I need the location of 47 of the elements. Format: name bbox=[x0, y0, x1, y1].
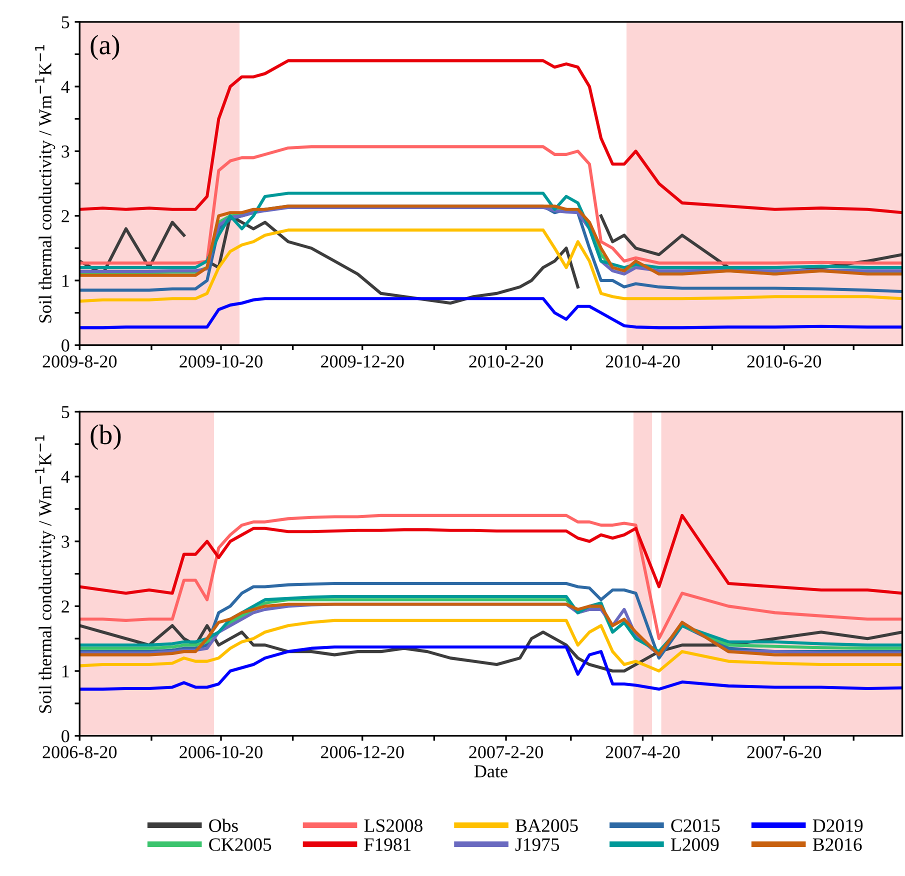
y-axis-title: Soil thermal conductivity / Wm$^{−1}$K$^{−1}$ bbox=[35, 435, 56, 713]
y-tick-label: 0 bbox=[62, 730, 70, 742]
legend-label: BA2005 bbox=[516, 819, 578, 832]
legend-label: Obs bbox=[209, 818, 238, 832]
legend-label: L2009 bbox=[670, 838, 719, 851]
legend-label: C2015 bbox=[671, 819, 720, 832]
x-tick-label: 2006-10-20 bbox=[180, 746, 262, 758]
y-tick-label: 1 bbox=[62, 665, 69, 678]
x-tick-label: 2010-4-20 bbox=[606, 355, 680, 368]
x-tick-label: 2010-6-20 bbox=[747, 355, 822, 368]
x-tick-label: 2009-8-20 bbox=[42, 355, 117, 368]
line-series bbox=[80, 192, 902, 270]
legend-label: J1975 bbox=[515, 838, 560, 851]
x-tick-label: 2006-8-20 bbox=[42, 746, 117, 758]
line-series bbox=[80, 228, 902, 303]
legend-label: F1981 bbox=[364, 838, 411, 851]
line-series bbox=[80, 514, 902, 595]
line-series bbox=[80, 646, 902, 691]
y-tick-label: 0 bbox=[62, 339, 70, 352]
y-tick-label: 5 bbox=[62, 406, 70, 418]
x-tick-label: 2010-2-20 bbox=[469, 355, 543, 368]
y-tick-label: 4 bbox=[61, 470, 70, 483]
x-tick-label: 2006-12-20 bbox=[321, 746, 404, 758]
x-tick-label: 2007-4-20 bbox=[606, 746, 680, 758]
x-tick-label: 2007-6-20 bbox=[747, 746, 822, 758]
legend-label: B2016 bbox=[812, 838, 862, 851]
legend-label: LS2008 bbox=[364, 819, 422, 832]
x-tick-label: 2009-12-20 bbox=[321, 355, 404, 368]
y-tick-label: 3 bbox=[62, 536, 70, 548]
y-tick-label: 2 bbox=[62, 210, 69, 222]
line-series bbox=[80, 145, 902, 265]
y-tick-label: 5 bbox=[62, 16, 70, 28]
legend-label: D2019 bbox=[812, 819, 863, 832]
chart-title: (a) bbox=[90, 34, 120, 60]
y-tick-label: 1 bbox=[62, 274, 69, 287]
y-axis-title: Soil thermal conductivity / Wm$^{−1}$K$^{−1}$ bbox=[35, 45, 56, 323]
y-tick-label: 3 bbox=[62, 146, 70, 158]
y-tick-label: 4 bbox=[61, 80, 70, 93]
legend-label: CK2005 bbox=[209, 838, 272, 851]
x-tick-label: 2007-2-20 bbox=[469, 746, 543, 758]
chart-title: (b) bbox=[90, 424, 121, 450]
line-series bbox=[80, 297, 902, 330]
line-series bbox=[80, 514, 902, 640]
x-axis-title: Date bbox=[474, 765, 508, 778]
line-series bbox=[80, 59, 902, 214]
x-tick-label: 2009-10-20 bbox=[180, 355, 262, 368]
y-tick-label: 2 bbox=[62, 600, 69, 612]
